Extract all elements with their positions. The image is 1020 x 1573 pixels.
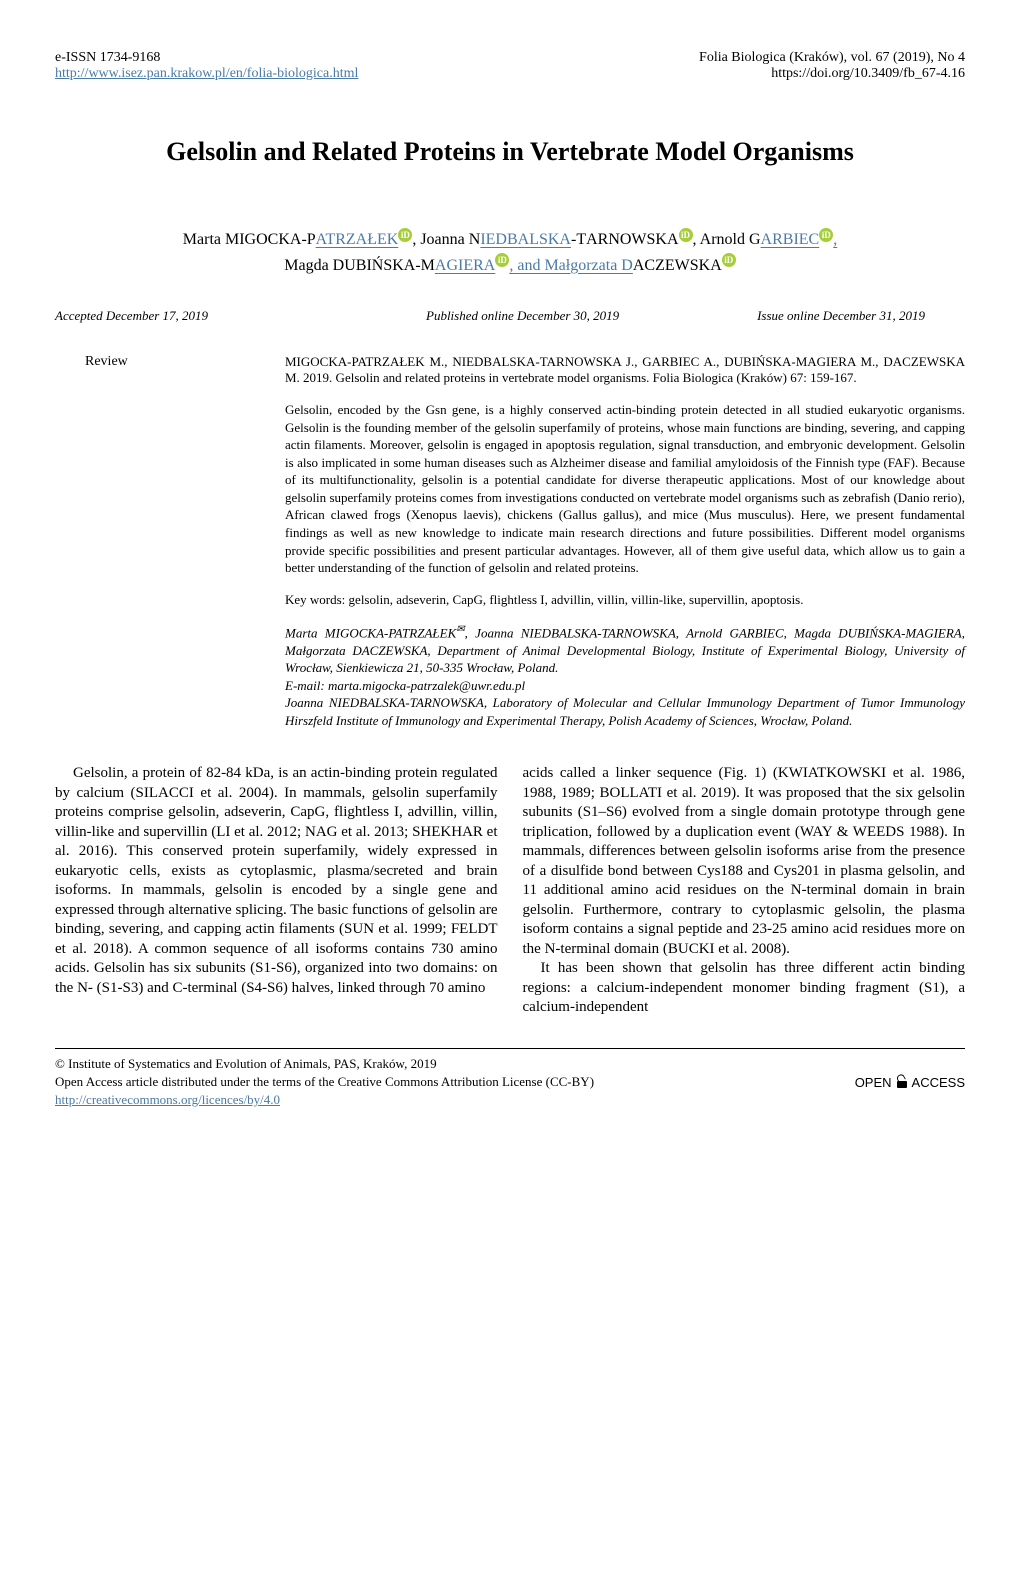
open-lock-icon bbox=[896, 1076, 908, 1088]
author-text: -M bbox=[415, 257, 435, 274]
author-text: Marta M bbox=[183, 231, 239, 248]
abstract-text: Gelsolin, encoded by the Gsn gene, is a … bbox=[285, 401, 965, 576]
review-content: MIGOCKA-PATRZAŁEK M., NIEDBALSKA-TARNOWS… bbox=[285, 354, 965, 729]
author-surname: IGOCKA bbox=[239, 231, 301, 248]
affiliation-text-2: Joanna NIEDBALSKA-TARNOWSKA, Laboratory … bbox=[285, 695, 965, 728]
dates-row: Accepted December 17, 2019 Published onl… bbox=[55, 308, 965, 324]
author-text: , Arnold G bbox=[693, 231, 761, 248]
orcid-icon[interactable] bbox=[398, 228, 412, 242]
body-paragraph: Gelsolin, a protein of 82-84 kDa, is an … bbox=[55, 764, 498, 998]
journal-info: Folia Biologica (Kraków), vol. 67 (2019)… bbox=[699, 50, 965, 66]
body-paragraph: It has been shown that gelsolin has thre… bbox=[523, 959, 966, 1018]
author-surname: ARNOWSKA bbox=[586, 231, 678, 248]
body-paragraph: acids called a linker sequence (Fig. 1) … bbox=[523, 764, 966, 959]
header-row: e-ISSN 1734-9168 http://www.isez.pan.kra… bbox=[55, 50, 965, 82]
published-date: Published online December 30, 2019 bbox=[426, 308, 619, 324]
email-text: E-mail: marta.migocka-patrzalek@uwr.edu.… bbox=[285, 678, 525, 693]
access-text: ACCESS bbox=[912, 1075, 965, 1090]
accepted-date: Accepted December 17, 2019 bbox=[55, 308, 208, 324]
orcid-icon[interactable] bbox=[679, 228, 693, 242]
author-text: , Joanna N bbox=[412, 231, 480, 248]
review-label: Review bbox=[55, 354, 285, 729]
author-comma-link: , and Małgorzata D bbox=[509, 257, 633, 274]
body-columns: Gelsolin, a protein of 82-84 kDa, is an … bbox=[55, 764, 965, 1018]
affiliation-block: Marta MIGOCKA-PATRZAŁEK✉, Joanna NIEDBAL… bbox=[285, 623, 965, 730]
author-surname: UBIŃSKA bbox=[344, 257, 415, 274]
authors-block: Marta MIGOCKA-PATRZAŁEK , Joanna NIEDBALS… bbox=[55, 227, 965, 278]
journal-url-link[interactable]: http://www.isez.pan.krakow.pl/en/folia-b… bbox=[55, 66, 358, 81]
orcid-icon[interactable] bbox=[495, 253, 509, 267]
column-left: Gelsolin, a protein of 82-84 kDa, is an … bbox=[55, 764, 498, 1018]
author-text: -P bbox=[301, 231, 315, 248]
author-surname-link[interactable]: ARBIEC bbox=[761, 231, 820, 248]
author-surname-link[interactable]: ATRZAŁEK bbox=[316, 231, 399, 248]
column-right: acids called a linker sequence (Fig. 1) … bbox=[523, 764, 966, 1018]
orcid-icon[interactable] bbox=[819, 228, 833, 242]
copyright-text: © Institute of Systematics and Evolution… bbox=[55, 1055, 594, 1073]
footer-text: © Institute of Systematics and Evolution… bbox=[55, 1055, 594, 1110]
corresponding-author: Marta MIGOCKA-PATRZAŁEK bbox=[285, 625, 456, 640]
review-section: Review MIGOCKA-PATRZAŁEK M., NIEDBALSKA-… bbox=[55, 354, 965, 729]
author-surname-link[interactable]: IEDBALSKA bbox=[480, 231, 571, 248]
footer: © Institute of Systematics and Evolution… bbox=[55, 1048, 965, 1110]
license-url-link[interactable]: http://creativecommons.org/licences/by/4… bbox=[55, 1092, 280, 1107]
author-text: -T bbox=[571, 231, 586, 248]
author-comma-link: , bbox=[833, 231, 837, 248]
header-left: e-ISSN 1734-9168 http://www.isez.pan.kra… bbox=[55, 50, 358, 82]
header-right: Folia Biologica (Kraków), vol. 67 (2019)… bbox=[699, 50, 965, 82]
license-text: Open Access article distributed under th… bbox=[55, 1073, 594, 1091]
keywords-text: Key words: gelsolin, adseverin, CapG, fl… bbox=[285, 592, 965, 608]
open-access-badge: OPEN ACCESS bbox=[855, 1075, 965, 1090]
author-surname: ACZEWSKA bbox=[633, 257, 722, 274]
issue-date: Issue online December 31, 2019 bbox=[757, 308, 925, 324]
citation-text: MIGOCKA-PATRZAŁEK M., NIEDBALSKA-TARNOWS… bbox=[285, 354, 965, 386]
eissn: e-ISSN 1734-9168 bbox=[55, 50, 358, 66]
open-text: OPEN bbox=[855, 1075, 892, 1090]
doi: https://doi.org/10.3409/fb_67-4.16 bbox=[699, 66, 965, 82]
author-surname-link[interactable]: AGIERA bbox=[435, 257, 495, 274]
mail-icon: ✉ bbox=[456, 624, 464, 635]
orcid-icon[interactable] bbox=[722, 253, 736, 267]
article-title: Gelsolin and Related Proteins in Vertebr… bbox=[55, 137, 965, 167]
author-text: Magda D bbox=[284, 257, 344, 274]
